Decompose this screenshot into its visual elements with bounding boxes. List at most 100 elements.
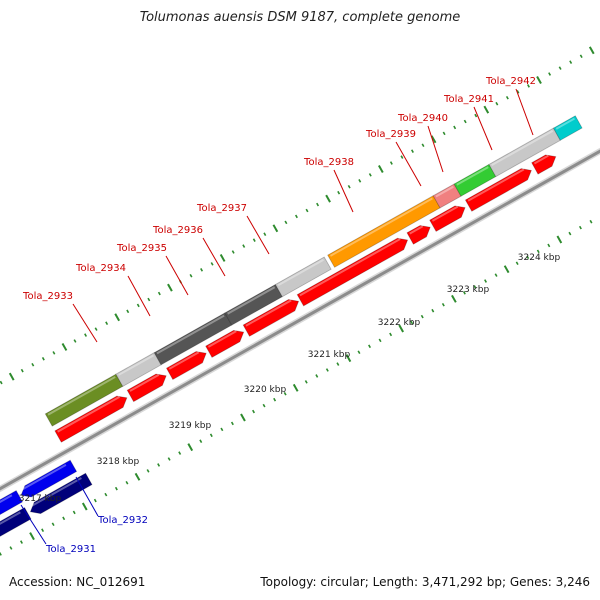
cds-arrow[interactable] [464, 168, 532, 212]
inner-tick [93, 498, 97, 503]
leader-line [473, 106, 493, 151]
inner-tick [240, 413, 246, 422]
outer-tick [516, 90, 520, 94]
inner-tick [29, 532, 35, 541]
inner-tick [503, 265, 510, 274]
gene-block[interactable] [274, 256, 332, 298]
outer-tick [588, 46, 595, 55]
outer-tick [41, 357, 45, 361]
cds-arrow[interactable] [406, 225, 431, 245]
inner-tick [526, 255, 530, 260]
outer-tick [284, 220, 288, 225]
inner-tick [262, 403, 266, 408]
outer-tick [126, 309, 130, 314]
cds-arrow[interactable] [126, 373, 167, 403]
inner-tick [62, 516, 66, 521]
outer-tick [453, 125, 457, 130]
outer-tick [84, 333, 88, 337]
outer-tick [73, 339, 77, 343]
outer-tick [210, 262, 214, 266]
leader-line [202, 237, 226, 277]
cds-arrow[interactable] [165, 351, 207, 381]
outer-tick [400, 155, 404, 159]
inner-tick [378, 338, 382, 343]
outer-tick [474, 113, 478, 118]
outer-tick [548, 72, 552, 76]
cds-arrow[interactable] [0, 507, 32, 545]
gene-label[interactable]: Tola_2934 [75, 263, 126, 274]
kbp-tick-label: 3222 kbp [378, 318, 421, 328]
gene-label[interactable]: Tola_2939 [365, 129, 416, 140]
inner-tick [0, 552, 2, 556]
gene-label[interactable]: Tola_2938 [303, 157, 354, 168]
inner-tick [556, 235, 563, 244]
gene-block[interactable] [20, 459, 78, 498]
leader-line [75, 476, 99, 517]
inner-tick [134, 472, 141, 481]
gene-label[interactable]: Tola_2933 [22, 291, 73, 302]
outer-tick [483, 105, 490, 114]
gene-label[interactable]: Tola_2935 [116, 243, 167, 254]
leader-line [127, 275, 151, 317]
gene-label[interactable]: Tola_2942 [485, 76, 536, 87]
cds-arrow[interactable] [531, 154, 557, 175]
leader-line [333, 169, 354, 213]
outer-tick [463, 119, 467, 124]
inner-tick [410, 320, 414, 325]
inner-tick [568, 231, 572, 236]
kbp-tick-label: 3224 kbp [518, 253, 561, 263]
outer-tick [231, 250, 235, 254]
cds-arrow[interactable] [54, 395, 128, 443]
outer-tick [0, 380, 3, 385]
inner-tick [345, 354, 352, 363]
cds-arrow[interactable] [296, 237, 409, 307]
gene-label[interactable]: Tola_2937 [196, 203, 247, 214]
inner-tick [20, 540, 23, 544]
outer-tick [337, 190, 341, 195]
inner-tick [473, 285, 477, 289]
gene-block[interactable] [552, 115, 583, 141]
outer-tick [294, 214, 298, 219]
inner-tick [389, 332, 393, 337]
leader-line [165, 255, 189, 296]
inner-tick [51, 522, 55, 527]
outer-tick [442, 131, 446, 136]
outer-tick [167, 283, 173, 292]
inner-tick [357, 350, 361, 355]
outer-tick [358, 179, 362, 183]
leader-line [427, 125, 444, 173]
inner-tick [336, 362, 340, 366]
inner-tick [104, 492, 108, 497]
inner-tick [325, 368, 329, 372]
gene-label[interactable]: Tola_2931 [45, 544, 96, 555]
outer-tick [430, 135, 437, 144]
gene-label[interactable]: Tola_2940 [397, 113, 448, 124]
outer-tick [410, 149, 414, 153]
leader-line [72, 303, 98, 343]
inner-tick [431, 308, 435, 313]
cds-arrow[interactable] [205, 329, 245, 358]
outer-tick [147, 297, 151, 302]
outer-tick [579, 54, 583, 59]
outer-tick [272, 224, 279, 233]
outer-tick [536, 75, 542, 84]
kbp-tick-label: 3217 kbp [19, 494, 62, 504]
outer-tick [505, 95, 509, 100]
outer-tick [347, 184, 351, 189]
gene-block[interactable] [0, 490, 24, 525]
outer-tick [94, 327, 98, 331]
inner-tick [273, 397, 277, 402]
gene-label[interactable]: Tola_2941 [443, 94, 494, 105]
outer-tick [61, 342, 68, 351]
inner-tick [283, 391, 287, 396]
inner-tick [515, 261, 519, 266]
inner-tick [199, 439, 203, 444]
leader-line [515, 88, 534, 136]
gene-label[interactable]: Tola_2936 [152, 225, 203, 236]
cds-arrow[interactable] [242, 299, 300, 337]
inner-tick [81, 502, 88, 511]
gene-label[interactable]: Tola_2932 [97, 515, 148, 526]
cds-arrow[interactable] [429, 205, 466, 232]
